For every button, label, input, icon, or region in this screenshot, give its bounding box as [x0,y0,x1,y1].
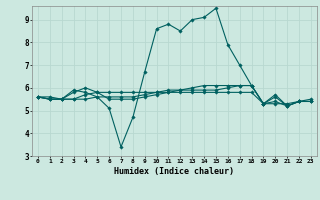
X-axis label: Humidex (Indice chaleur): Humidex (Indice chaleur) [115,167,234,176]
